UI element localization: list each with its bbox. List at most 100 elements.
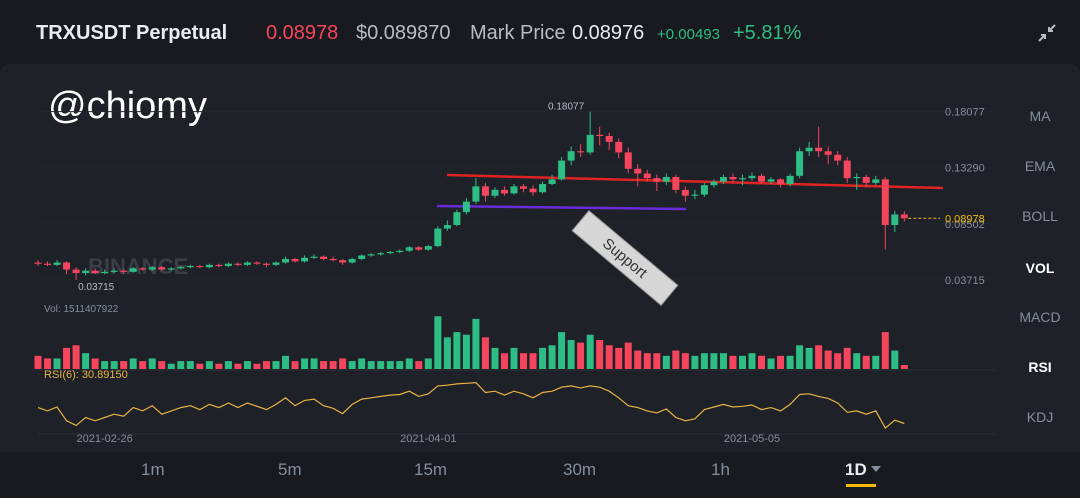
candle-body <box>900 214 908 219</box>
candle-body <box>796 151 804 176</box>
volume-bar <box>167 363 175 369</box>
volume-bar <box>282 355 290 369</box>
volume-bar <box>500 353 508 369</box>
volume-bar <box>72 345 80 369</box>
candle-body <box>101 271 109 274</box>
volume-bar <box>758 355 766 369</box>
candle-body <box>72 269 80 274</box>
volume-bar <box>558 332 566 369</box>
candle-body <box>500 189 508 194</box>
candle-body <box>367 254 375 256</box>
candle-body <box>253 262 261 264</box>
volume-bar <box>605 345 613 369</box>
interval-tab[interactable]: 1h <box>711 460 730 479</box>
indicator-tab[interactable]: MACD <box>1019 309 1060 325</box>
volume-bar <box>700 353 708 369</box>
indicator-tab[interactable]: BOLL <box>1022 208 1058 224</box>
indicator-tab[interactable]: MA <box>1030 108 1052 124</box>
candle-body <box>634 168 642 174</box>
volume-bar <box>738 355 746 369</box>
candle-body <box>234 263 242 265</box>
candle-body <box>386 251 394 254</box>
candle-body <box>339 260 347 263</box>
dropdown-icon[interactable] <box>870 464 882 474</box>
volume-bar <box>63 347 71 369</box>
interval-tab-active[interactable]: 1D <box>845 460 867 479</box>
volume-bar <box>481 337 489 369</box>
symbol[interactable]: TRXUSDT Perpetual <box>36 22 228 44</box>
volume-bar <box>520 353 528 369</box>
volume-bar <box>339 358 347 369</box>
candle-body <box>472 186 480 202</box>
volume-bar <box>53 358 61 369</box>
volume-bar <box>862 355 870 369</box>
candle-body <box>262 263 270 265</box>
volume-bar <box>434 316 442 369</box>
volume-bar <box>472 318 480 369</box>
candle-body <box>662 177 670 182</box>
support-annotation: Support <box>571 210 679 306</box>
volume-bar <box>310 358 318 369</box>
volume-bar <box>881 332 889 369</box>
candle-body <box>405 247 413 251</box>
volume-label: Vol: 1511407922 <box>44 304 119 315</box>
indicator-tab[interactable]: EMA <box>1025 158 1056 174</box>
candle-body <box>177 267 185 269</box>
volume-bar <box>577 342 585 369</box>
volume-bar <box>586 334 594 369</box>
volume-bar <box>900 365 908 369</box>
chart: @chiomy BINANCE 0.03715 0.08502 0.13290 0.1… <box>34 85 1061 445</box>
candle-body <box>329 259 337 261</box>
candle-body <box>158 267 166 270</box>
candle-body <box>481 186 489 196</box>
rsi-label: RSI(6): 30.89150 <box>44 369 128 381</box>
volume-bar <box>453 332 461 369</box>
volume-bar <box>272 361 280 369</box>
candle-body <box>63 262 71 270</box>
volume-bar <box>396 361 404 369</box>
volume-bar <box>634 350 642 369</box>
candle-body <box>710 181 718 186</box>
candle-body <box>148 267 156 270</box>
candle-body <box>824 151 832 155</box>
volume-bar <box>786 355 794 369</box>
candle-body <box>758 175 766 182</box>
support-box <box>571 210 679 306</box>
volume-bar <box>253 363 261 369</box>
candle-body <box>301 257 309 262</box>
indicator-tab[interactable]: RSI <box>1028 359 1051 375</box>
volume-bar <box>377 361 385 369</box>
candle-body <box>548 179 556 185</box>
candle-body <box>310 256 318 258</box>
candle-body <box>767 179 775 182</box>
candle-body <box>348 259 356 263</box>
volume-bar <box>643 353 651 369</box>
indicator-tab[interactable]: KDJ <box>1027 409 1053 425</box>
candle-body <box>843 160 851 179</box>
interval-tab[interactable]: 30m <box>563 460 597 479</box>
x-tick-label: 2021-04-01 <box>400 433 456 445</box>
volume-bar <box>491 347 499 369</box>
collapse-icon[interactable] <box>1036 22 1058 44</box>
volume-bar <box>262 361 270 369</box>
x-tick-label: 2021-05-05 <box>724 433 780 445</box>
indicator-tab[interactable]: VOL <box>1026 260 1055 276</box>
volume-bar <box>82 353 90 369</box>
candle-body <box>243 262 251 265</box>
volume-bar <box>872 355 880 369</box>
candle-body <box>719 177 727 182</box>
candle-body <box>139 268 147 270</box>
candle-body <box>196 266 204 268</box>
candle-body <box>862 177 870 183</box>
watermark: @chiomy <box>48 85 207 127</box>
interval-tab[interactable]: 5m <box>278 460 302 479</box>
volume-bar <box>158 361 166 369</box>
volume-bar <box>719 353 727 369</box>
interval-tab[interactable]: 1m <box>141 460 165 479</box>
volume-bar <box>624 342 632 369</box>
candle-body <box>653 178 661 182</box>
volume-bar <box>224 361 232 369</box>
interval-tab[interactable]: 15m <box>414 460 448 479</box>
volume-bar <box>729 355 737 369</box>
